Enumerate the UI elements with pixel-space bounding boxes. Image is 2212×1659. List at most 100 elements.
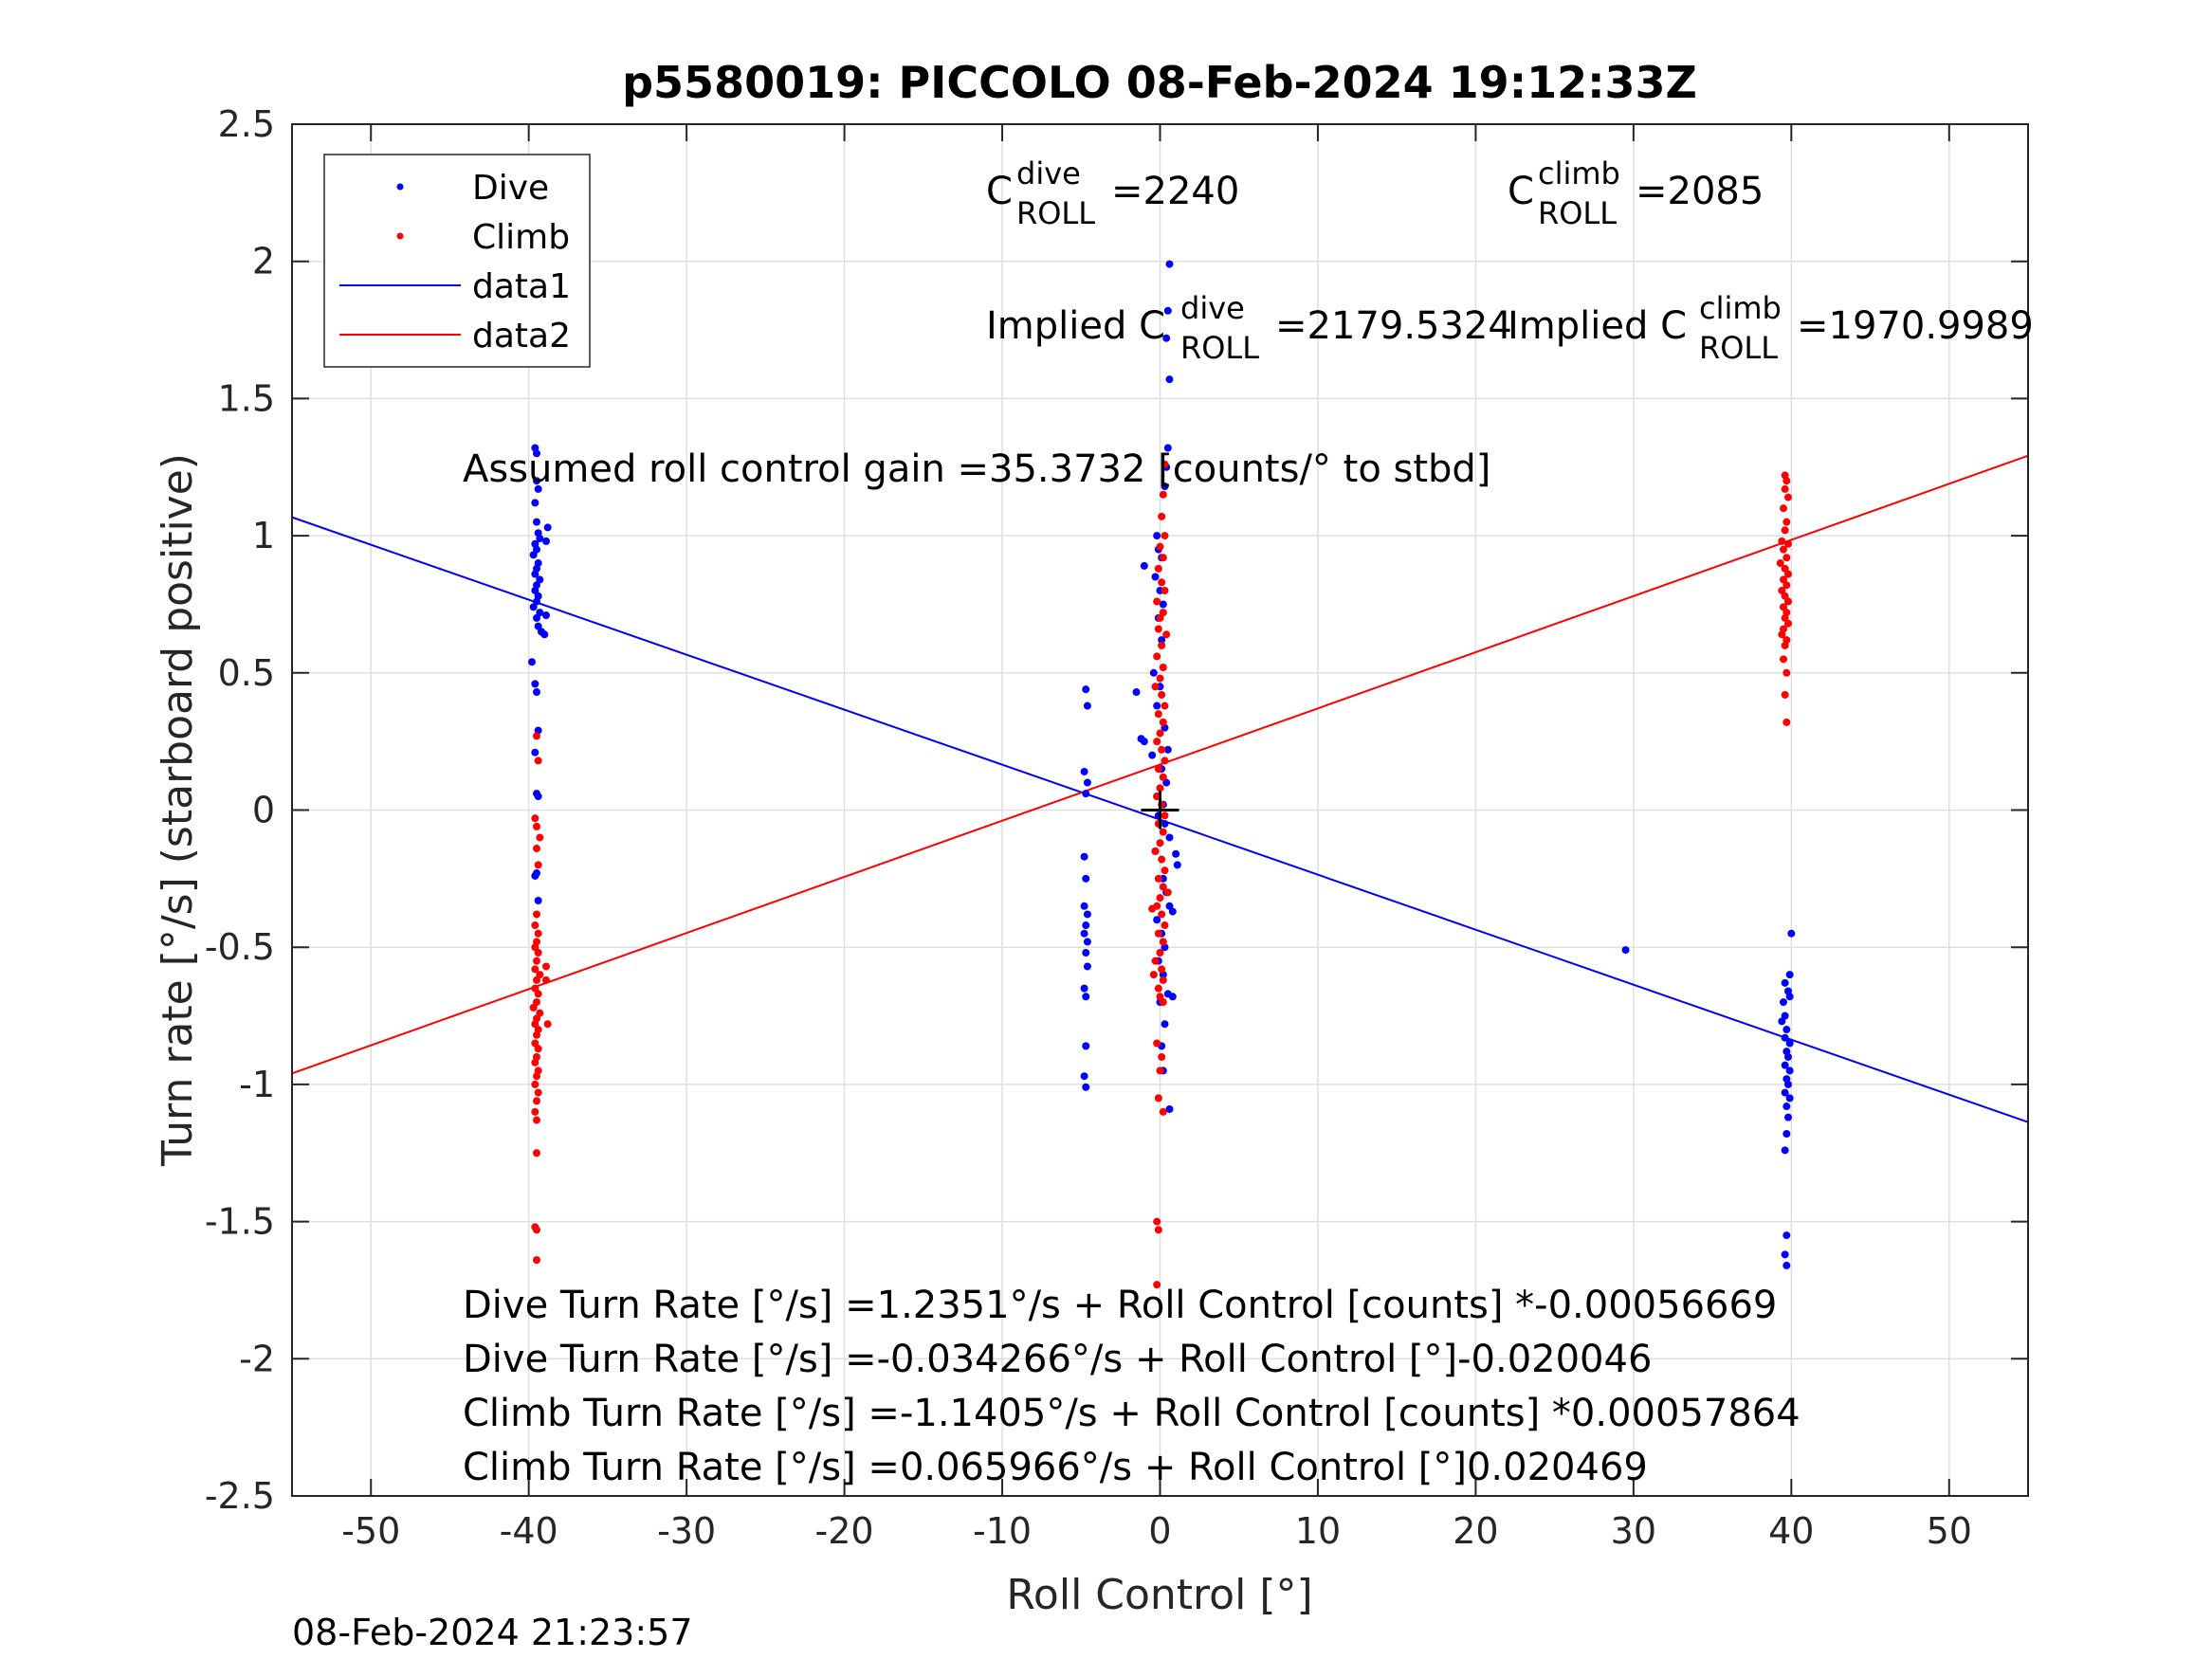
dive-point xyxy=(1082,874,1090,883)
x-tick-label: 50 xyxy=(1927,1510,1972,1552)
dive-point xyxy=(1162,334,1171,342)
climb-point xyxy=(1158,965,1166,974)
climb-point xyxy=(1161,866,1169,875)
dive-point xyxy=(533,597,541,606)
dive-point xyxy=(1080,902,1088,910)
climb-point xyxy=(1783,570,1792,578)
climb-point xyxy=(531,1080,539,1088)
dive-point xyxy=(1153,702,1161,710)
climb-point xyxy=(1158,855,1166,864)
climb-point xyxy=(1156,613,1164,622)
legend-box xyxy=(323,154,591,368)
svg-text:=2240: =2240 xyxy=(1111,170,1239,213)
climb-point xyxy=(1782,477,1791,485)
climb-point xyxy=(1156,839,1164,848)
x-tick-label: 20 xyxy=(1453,1510,1498,1552)
climb-point xyxy=(1782,581,1791,590)
climb-point xyxy=(1782,554,1791,562)
dive-point xyxy=(1173,861,1181,869)
climb-point xyxy=(534,861,542,869)
x-tick-label: 0 xyxy=(1148,1510,1171,1552)
dive-point xyxy=(1781,1250,1789,1259)
dive-point xyxy=(1782,1261,1791,1269)
dive-point xyxy=(541,537,550,545)
climb-point xyxy=(1781,641,1789,649)
climb-point xyxy=(1158,690,1166,699)
dive-point xyxy=(1785,1066,1794,1075)
implied-dive-annotation: Implied C dive ROLL =2179.5324 xyxy=(986,290,1512,366)
climb-point xyxy=(1783,619,1792,628)
climb-point xyxy=(531,1058,539,1066)
dive-point xyxy=(536,609,544,617)
dive-point xyxy=(1161,483,1169,491)
dive-point xyxy=(1080,929,1088,938)
dive-point xyxy=(1151,573,1160,581)
climb-point xyxy=(533,975,541,984)
dive-point xyxy=(529,551,538,559)
x-tick-label: 30 xyxy=(1611,1510,1656,1552)
implied-climb-annotation: Implied C climb ROLL =1970.9989 xyxy=(1508,290,2034,366)
y-tick-label: -0.5 xyxy=(205,926,275,968)
climb-point xyxy=(1163,888,1172,897)
c-climb-annotation: C climb ROLL =2085 xyxy=(1508,155,1764,231)
svg-text:climb: climb xyxy=(1699,290,1782,326)
svg-text:=1970.9989: =1970.9989 xyxy=(1797,304,2034,348)
climb-point xyxy=(1154,765,1162,774)
climb-point xyxy=(1783,493,1792,501)
legend-dive-marker xyxy=(396,183,404,191)
dive-point xyxy=(1163,306,1172,315)
climb-point xyxy=(1159,975,1167,984)
legend-climb-label: Climb xyxy=(472,218,570,257)
y-tick-label: -2 xyxy=(239,1338,275,1379)
dive-point xyxy=(1781,1088,1789,1097)
dive-point xyxy=(1621,946,1630,955)
climb-point xyxy=(531,1107,539,1116)
climb-point xyxy=(1158,910,1166,919)
dive-point xyxy=(531,586,539,594)
climb-point xyxy=(533,1097,541,1105)
climb-point xyxy=(1154,564,1162,573)
x-tick-label: -20 xyxy=(815,1510,874,1552)
climb-point xyxy=(533,998,541,1007)
climb-point xyxy=(1153,1217,1161,1226)
climb-point xyxy=(1159,883,1167,891)
dive-point xyxy=(1153,532,1161,540)
climb-point xyxy=(533,910,541,919)
dive-point xyxy=(1783,1113,1792,1121)
climb-point xyxy=(533,957,541,965)
axis-ticks: -50 -40 -30 -20 -10 0 10 20 30 40 50-2.5-2-1.5-1-0… xyxy=(205,103,2028,1552)
dive-point xyxy=(1778,1017,1786,1026)
climb-point xyxy=(1781,526,1789,535)
dive-point xyxy=(531,680,539,688)
climb-point xyxy=(1154,1226,1162,1234)
climb-point xyxy=(1153,1039,1161,1048)
dive-point xyxy=(1785,971,1794,979)
dive-point xyxy=(528,658,537,666)
y-tick-label: 2 xyxy=(252,241,275,283)
climb-point xyxy=(1156,784,1164,793)
dive-point xyxy=(1083,938,1091,946)
y-tick-label: 2.5 xyxy=(218,103,275,145)
climb-point xyxy=(1781,613,1789,622)
climb-point xyxy=(531,1020,539,1029)
climb-point xyxy=(1158,745,1166,754)
climb-point xyxy=(534,990,542,998)
climb-point xyxy=(1779,575,1787,584)
climb-point xyxy=(531,921,539,930)
climb-point xyxy=(1781,592,1789,600)
y-tick-label: 0.5 xyxy=(218,652,275,694)
climb-point xyxy=(1156,1066,1164,1075)
climb-point xyxy=(1161,702,1169,710)
climb-point xyxy=(1154,929,1162,938)
climb-point xyxy=(1159,664,1167,672)
dive-point xyxy=(1165,260,1174,268)
climb-point xyxy=(1154,1094,1162,1103)
dive-point xyxy=(1787,929,1796,938)
climb-point xyxy=(1778,586,1786,594)
climb-point xyxy=(531,984,539,993)
dive-point xyxy=(1785,1039,1794,1048)
dive-point xyxy=(1165,375,1174,384)
dive-point xyxy=(1082,993,1090,1001)
dive-point xyxy=(1161,819,1169,828)
dive-point xyxy=(1082,685,1090,694)
